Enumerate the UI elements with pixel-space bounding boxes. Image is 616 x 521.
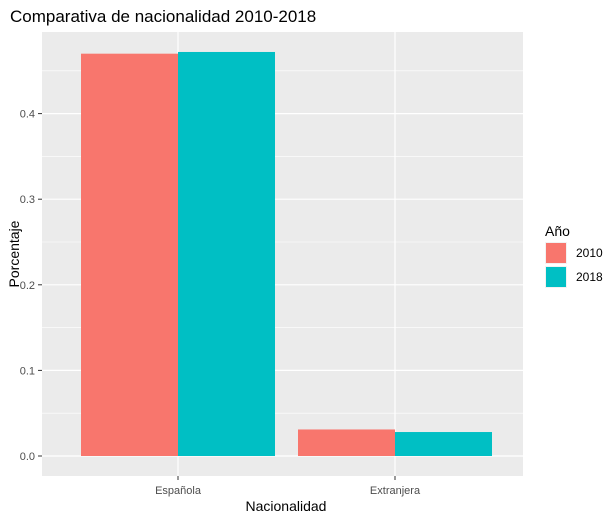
y-tick-label: 0.2 [20,280,35,292]
y-axis-title: Porcentaje [6,220,22,287]
bar-2010-2 [298,429,395,456]
bars [81,51,492,457]
x-tick-label: Española [155,485,202,497]
y-tick-label: 0.3 [20,194,35,206]
legend-swatch-2010 [546,243,566,263]
bar-2010-1 [81,53,178,457]
y-axis: 0.0 0.1 0.2 0.3 0.4 [20,109,42,463]
legend-swatch-2018 [546,267,566,287]
legend-label-2018: 2018 [576,270,603,284]
x-axis-title: Nacionalidad [246,498,327,514]
y-tick-label: 0.0 [20,451,35,463]
bar-2018-2 [395,432,492,456]
legend-title: Año [545,223,570,239]
x-tick-label: Extranjera [370,485,421,497]
bar-2018-1 [178,51,275,457]
legend: Año 2010 2018 [545,223,603,288]
y-tick-label: 0.4 [20,109,35,121]
chart-title: Comparativa de nacionalidad 2010-2018 [10,7,316,26]
legend-label-2010: 2010 [576,246,603,260]
x-axis: Española Extranjera [155,476,421,497]
y-tick-label: 0.1 [20,365,35,377]
